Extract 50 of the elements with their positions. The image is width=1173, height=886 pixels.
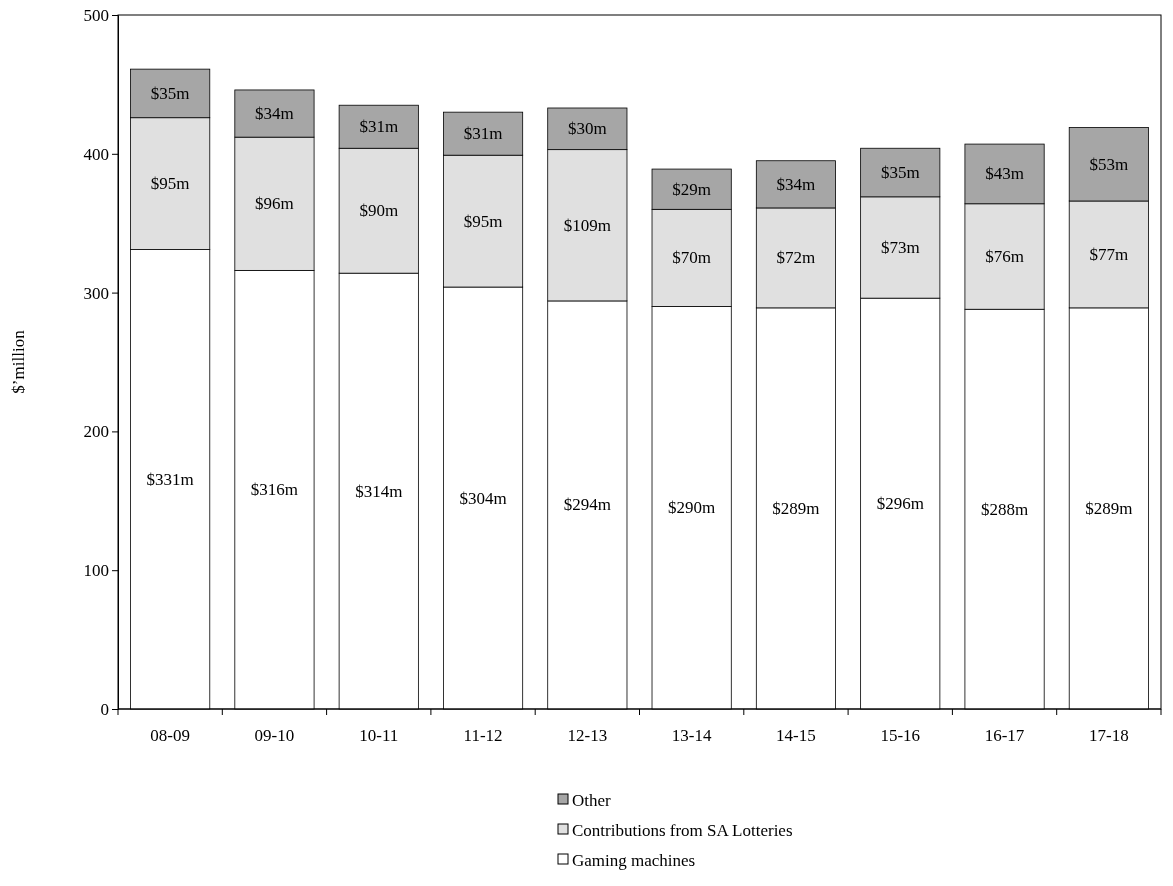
x-tick-label: 12-13 [567, 726, 608, 745]
data-label: $316m [250, 480, 299, 500]
data-label: $53m [1089, 154, 1129, 174]
data-label: $109m [563, 215, 611, 235]
y-axis-title: $’million [9, 329, 28, 394]
data-label: $90m [359, 201, 399, 221]
data-label: $77m [1089, 244, 1129, 264]
data-label: $35m [150, 83, 190, 103]
data-label: $43m [985, 164, 1024, 184]
data-label: $30m [567, 119, 607, 139]
x-tick-label: 15-16 [880, 726, 921, 745]
legend-label: Other [572, 790, 612, 810]
data-label: $304m [459, 488, 507, 508]
data-label: $35m [880, 163, 920, 183]
legend-label: Contributions from SA Lotteries [572, 820, 793, 840]
x-tick-label: 14-15 [776, 726, 816, 745]
data-label: $289m [772, 498, 820, 518]
x-tick-label: 11-12 [463, 726, 503, 745]
data-label: $296m [876, 494, 924, 514]
data-label: $70m [672, 248, 712, 268]
y-tick-label: 400 [83, 144, 109, 164]
y-tick-label: 100 [83, 561, 109, 581]
y-tick-label: 200 [83, 422, 109, 442]
x-tick-label: 17-18 [1089, 726, 1129, 745]
data-label: $331m [146, 469, 194, 489]
y-tick-label: 0 [100, 699, 109, 719]
data-label: $76m [985, 247, 1024, 267]
data-label: $290m [668, 498, 716, 518]
x-tick-label: 16-17 [984, 726, 1025, 745]
y-tick-label: 300 [83, 283, 109, 303]
legend-label: Gaming machines [572, 850, 696, 870]
x-tick-label: 10-11 [359, 726, 399, 745]
data-label: $289m [1085, 498, 1133, 518]
x-tick-label: 09-10 [254, 726, 295, 745]
data-label: $288m [980, 499, 1029, 519]
data-label: $73m [880, 237, 920, 257]
data-label: $95m [150, 174, 190, 194]
data-label: $96m [255, 194, 294, 214]
data-label: $29m [672, 179, 712, 199]
data-label: $31m [359, 117, 399, 137]
data-label: $95m [463, 211, 503, 231]
data-label: $314m [355, 481, 403, 501]
data-label: $31m [463, 124, 503, 144]
x-tick-label: 13-14 [671, 726, 712, 745]
x-tick-label: 08-09 [150, 726, 190, 745]
data-label: $294m [563, 495, 611, 515]
data-label: $72m [776, 248, 816, 268]
data-label: $34m [255, 104, 294, 124]
y-tick-label: 500 [83, 5, 109, 25]
data-label: $34m [776, 174, 816, 194]
